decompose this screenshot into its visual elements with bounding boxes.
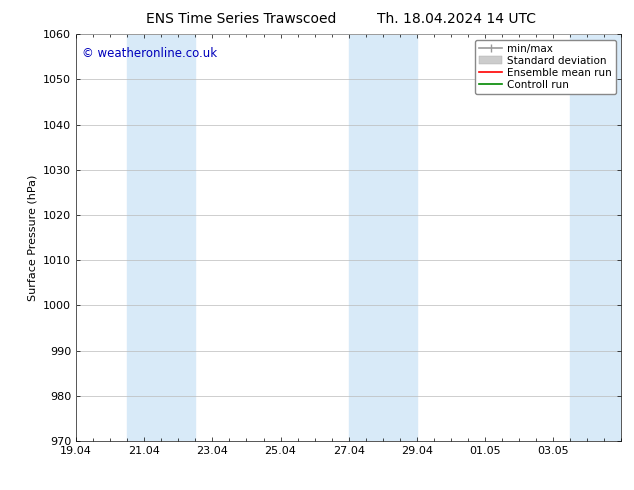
Y-axis label: Surface Pressure (hPa): Surface Pressure (hPa) [27,174,37,301]
Text: ENS Time Series Trawscoed: ENS Time Series Trawscoed [146,12,336,26]
Bar [570,34,621,441]
Legend: min/max, Standard deviation, Ensemble mean run, Controll run: min/max, Standard deviation, Ensemble me… [475,40,616,94]
Bar [127,34,195,441]
Text: Th. 18.04.2024 14 UTC: Th. 18.04.2024 14 UTC [377,12,536,26]
Text: © weatheronline.co.uk: © weatheronline.co.uk [82,47,217,59]
Bar [349,34,417,441]
